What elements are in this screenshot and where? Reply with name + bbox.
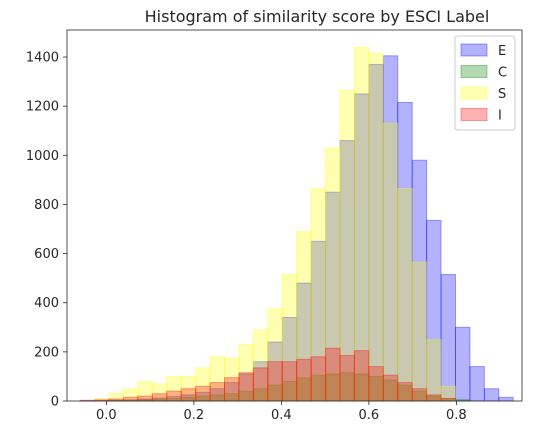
- bar-I-24: [426, 394, 442, 402]
- y-tick-label: 0: [51, 395, 59, 410]
- bar-I-13: [267, 361, 283, 402]
- x-tick-label: 0.6: [359, 408, 380, 423]
- legend-swatch-I: [460, 108, 488, 121]
- bar-I-16: [310, 356, 327, 402]
- bars-group: [79, 46, 514, 402]
- y-tick-label: 600: [34, 247, 59, 262]
- bar-I-3: [122, 396, 139, 402]
- bar-I-18: [339, 355, 355, 402]
- bar-I-20: [368, 366, 384, 402]
- y-tick-label: 400: [34, 296, 59, 311]
- bar-I-17: [325, 347, 341, 402]
- bar-I-14: [281, 361, 298, 402]
- y-tick-label: 1200: [26, 100, 59, 115]
- legend-frame: [454, 35, 516, 131]
- bar-S-23: [426, 339, 442, 402]
- bar-E-26: [455, 326, 471, 402]
- bar-E-25: [440, 273, 456, 402]
- bar-I-4: [137, 395, 153, 402]
- series-I-bars: [79, 347, 456, 402]
- axes-frame: [66, 29, 523, 402]
- bar-E-27: [469, 366, 485, 402]
- x-tick-label: 0.0: [96, 408, 117, 423]
- y-tick-label: 200: [34, 345, 59, 360]
- legend-label-C: C: [498, 66, 507, 81]
- bar-S-18: [353, 46, 370, 402]
- legend-swatch-S: [460, 86, 488, 100]
- x-tick-label: 0.8: [446, 408, 467, 423]
- bar-I-7: [180, 388, 197, 402]
- bar-I-5: [151, 393, 168, 402]
- bar-E-29: [498, 396, 514, 402]
- legend-label-S: S: [498, 87, 506, 102]
- y-tick-label: 1000: [26, 149, 59, 164]
- y-tick-label: 1400: [26, 51, 59, 66]
- bar-I-12: [252, 367, 269, 402]
- legend-swatch-E: [460, 43, 488, 57]
- bar-I-6: [166, 390, 182, 402]
- bar-S-17: [339, 89, 355, 402]
- x-axis: 0.0 0.2 0.4 0.6 0.8: [96, 401, 467, 423]
- bar-S-21: [397, 187, 413, 402]
- bar-I-15: [296, 358, 312, 402]
- x-tick-label: 0.4: [271, 408, 292, 423]
- bar-I-23: [411, 388, 428, 402]
- x-tick-label: 0.2: [184, 408, 205, 423]
- bar-I-9: [209, 382, 225, 402]
- bar-S-19: [368, 52, 384, 402]
- bar-S-22: [411, 261, 428, 402]
- bar-S-20: [382, 122, 399, 402]
- bar-I-11: [238, 372, 254, 402]
- bar-I-21: [382, 374, 399, 402]
- y-tick-label: 800: [34, 198, 59, 213]
- bar-I-19: [353, 350, 370, 402]
- legend-label-I: I: [498, 109, 502, 124]
- legend-label-E: E: [498, 44, 506, 59]
- bar-I-8: [195, 385, 211, 402]
- bar-I-22: [397, 382, 413, 402]
- bar-E-28: [483, 388, 500, 402]
- y-axis: 0 200 400 600 800 1000 1200 1400: [26, 51, 67, 410]
- chart-title: Histogram of similarity score by ESCI La…: [145, 7, 490, 26]
- series-S-bars: [94, 46, 456, 402]
- bar-I-10: [224, 377, 240, 402]
- legend-swatch-C: [460, 65, 488, 78]
